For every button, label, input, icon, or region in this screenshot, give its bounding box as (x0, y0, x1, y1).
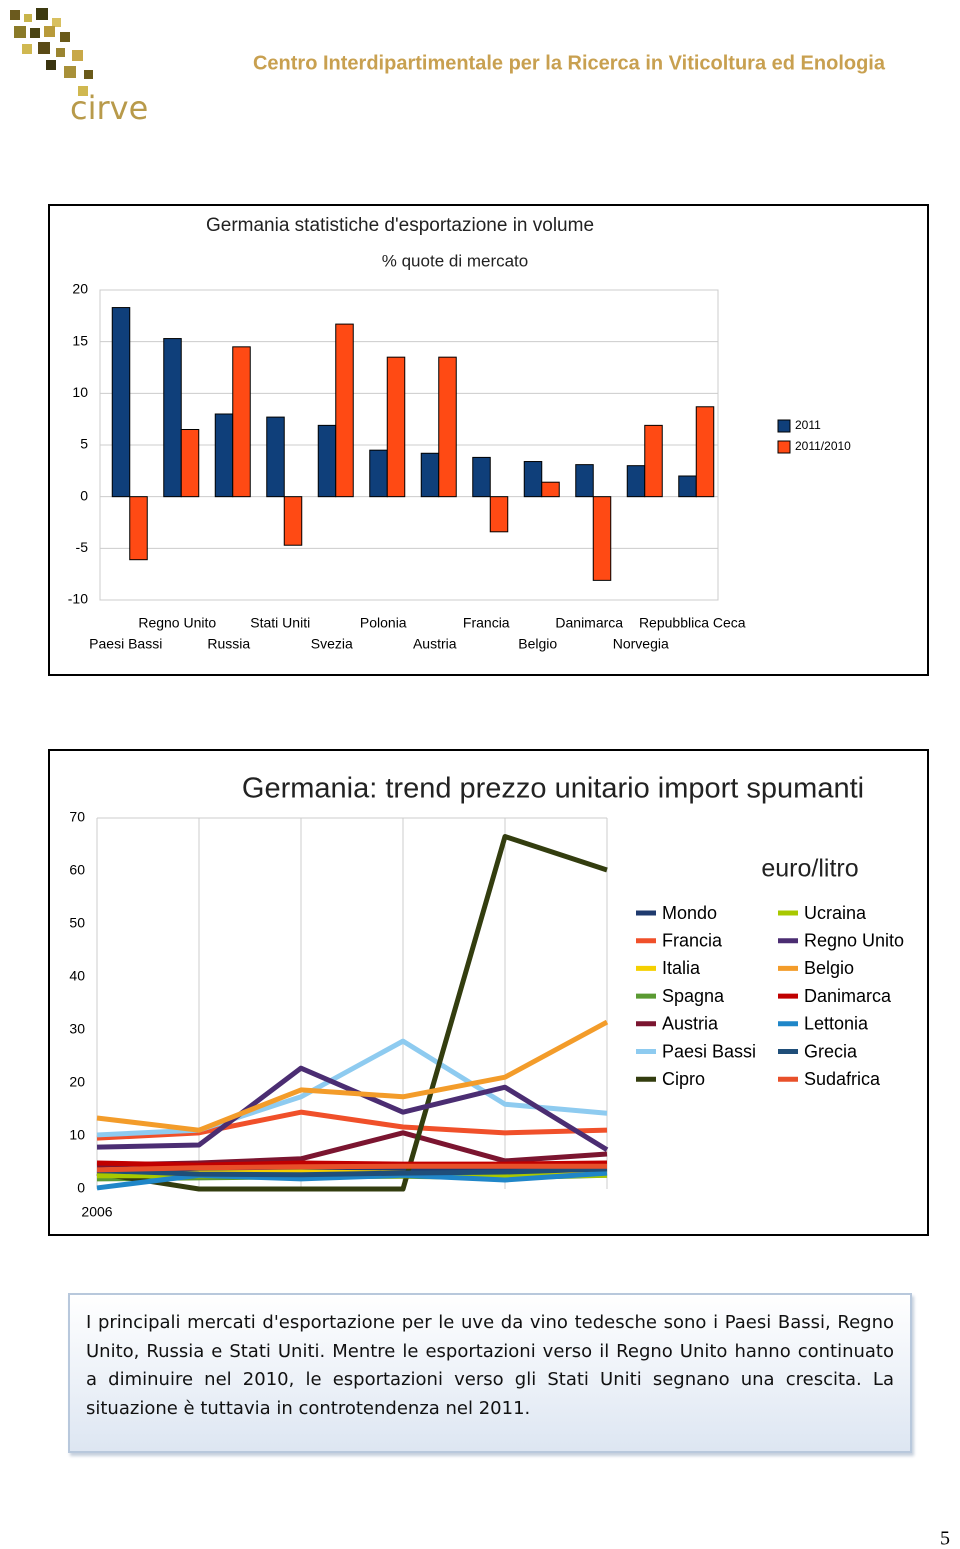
bar (438, 356, 457, 498)
legend-label: Danimarca (804, 986, 892, 1006)
y-tick-label: 70 (69, 809, 85, 825)
bar (369, 449, 388, 498)
line-series (96, 1163, 607, 1173)
bar (129, 496, 148, 561)
y-tick-label: 10 (69, 1127, 85, 1143)
y-tick-label: 0 (80, 487, 88, 503)
y-tick-label: 20 (69, 1074, 85, 1090)
x-tick-label: Svezia (311, 636, 353, 652)
line-series (96, 1170, 608, 1191)
y-tick-label: -10 (68, 591, 88, 607)
logo: cirve (10, 8, 148, 127)
legend-label: Mondo (662, 903, 717, 923)
line-series (96, 834, 608, 1192)
bar (541, 481, 560, 498)
bar (420, 452, 440, 498)
legend-swatch (777, 419, 791, 433)
legend-label: Francia (662, 930, 723, 950)
bar (489, 496, 509, 533)
legend-label: Sudafrica (804, 1069, 881, 1089)
bar (266, 416, 285, 498)
line-series (96, 1065, 609, 1152)
y-tick-label: 30 (69, 1021, 85, 1037)
bar (335, 323, 354, 498)
x-tick-label: 2006 (81, 1204, 112, 1220)
x-tick-label: Paesi Bassi (89, 636, 162, 652)
legend-label: Ucraina (804, 903, 867, 923)
plot-border (99, 289, 719, 601)
y-tick-label: 10 (72, 384, 88, 400)
x-tick-label: Danimarca (555, 615, 623, 631)
legend-label: Lettonia (804, 1014, 869, 1034)
y-tick-label: -5 (76, 539, 89, 555)
legend-label: Belgio (804, 958, 854, 978)
y-tick-label: 50 (69, 915, 85, 931)
bar (214, 413, 234, 498)
bar (695, 406, 715, 498)
x-tick-label: Russia (207, 636, 250, 652)
y-tick-label: 15 (72, 332, 88, 348)
y-tick-label: 40 (69, 968, 85, 984)
bar (111, 307, 131, 498)
legend-label: Regno Unito (804, 930, 904, 950)
x-tick-label: Polonia (360, 615, 407, 631)
bar (317, 424, 337, 498)
x-tick-label: Belgio (518, 636, 557, 652)
legend-label: Austria (662, 1014, 719, 1034)
text-box: I principali mercati d'esportazione per … (68, 1293, 912, 1453)
header-title: Centro Interdipartimentale per la Ricerc… (253, 52, 886, 74)
legend-label: Italia (662, 958, 701, 978)
bar (386, 356, 406, 498)
y-tick-label: 60 (69, 862, 85, 878)
y-tick-label: 5 (80, 436, 88, 452)
chart-title: Germania statistiche d'esportazione in v… (206, 215, 594, 236)
x-tick-label: Norvegia (613, 636, 669, 652)
line-series (96, 1166, 608, 1178)
page-number: 5 (940, 1528, 950, 1549)
line-series (96, 1109, 608, 1141)
bar (626, 465, 646, 498)
x-tick-label: Repubblica Ceca (639, 615, 746, 631)
bar (180, 429, 200, 498)
bar (283, 496, 303, 546)
bar (472, 456, 491, 498)
legend-label: 2011 (795, 418, 821, 432)
bar (644, 424, 663, 498)
legend-label: Paesi Bassi (662, 1041, 756, 1061)
chart-title: Germania: trend prezzo unitario import s… (242, 773, 864, 805)
bar (232, 346, 251, 498)
legend-label: 2011/2010 (795, 439, 851, 453)
legend-swatch (777, 440, 791, 454)
chart-subtitle: euro/litro (761, 855, 858, 883)
chart-subtitle: % quote di mercato (382, 251, 528, 270)
line-series (96, 1019, 609, 1133)
y-tick-label: 0 (77, 1180, 85, 1196)
legend-label: Cipro (662, 1069, 705, 1089)
x-tick-label: Austria (413, 636, 457, 652)
bar (163, 338, 182, 498)
line-series (96, 1038, 608, 1138)
x-tick-label: Stati Uniti (250, 615, 310, 631)
x-tick-label: Regno Unito (138, 615, 216, 631)
bar (592, 496, 612, 581)
logo-text: cirve (70, 89, 148, 127)
x-tick-label: Francia (463, 615, 510, 631)
bar (678, 475, 697, 498)
legend-label: Grecia (804, 1041, 858, 1061)
bar (523, 461, 543, 498)
bar (575, 464, 594, 498)
y-tick-label: 20 (72, 281, 88, 297)
legend-label: Spagna (662, 986, 725, 1006)
